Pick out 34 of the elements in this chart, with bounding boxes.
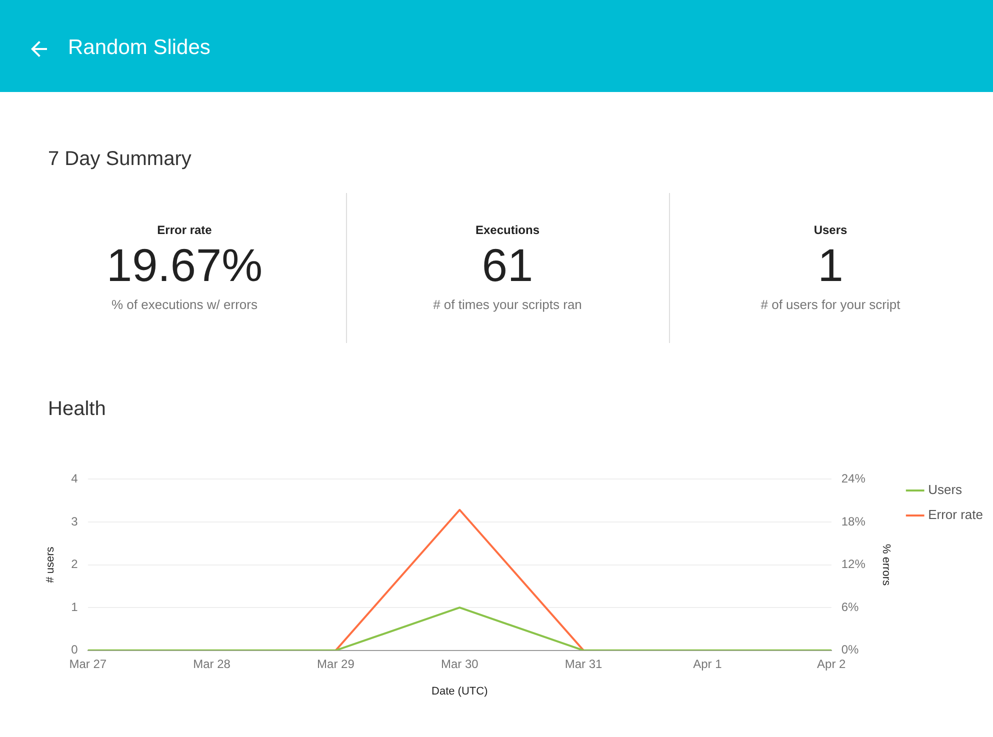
text: 1 xyxy=(816,239,844,291)
y2-tick-label: 18% xyxy=(841,514,866,528)
y2-tick-label: 0% xyxy=(841,642,860,657)
x-tick-label: Mar 30 xyxy=(440,656,479,671)
y-tick-label: 3 xyxy=(71,514,78,528)
x-tick-label: Mar 31 xyxy=(564,656,603,671)
y2-tick-label: 6% xyxy=(841,600,860,614)
category-label: Users xyxy=(812,223,848,237)
x-axis-title: Date (UTC) xyxy=(432,685,488,698)
y-tick-label: 0 xyxy=(71,642,78,657)
x-tick-label: Mar 29 xyxy=(317,656,355,671)
y-tick-label: 2 xyxy=(71,557,78,572)
text: Random Slides xyxy=(68,36,210,60)
text: 7 Day Summary xyxy=(48,148,192,171)
text: # of times your scripts ran xyxy=(432,297,583,312)
text: 61 xyxy=(480,239,534,291)
category-label: Executions xyxy=(474,223,541,237)
y-axis-title: # users xyxy=(44,546,57,583)
text: 19.67% xyxy=(105,239,264,291)
x-tick-label: Mar 27 xyxy=(69,656,107,671)
x-tick-label: Apr 2 xyxy=(817,656,846,671)
y2-tick-label: 12% xyxy=(841,557,866,572)
x-tick-label: Apr 1 xyxy=(693,656,722,671)
legend-label: Users xyxy=(928,482,963,498)
text: % of executions w/ errors xyxy=(110,297,258,312)
chart-title: Health xyxy=(48,398,106,421)
y-tick-label: 1 xyxy=(71,600,78,614)
x-tick-label: Mar 28 xyxy=(193,656,231,671)
y2-tick-label: 24% xyxy=(841,472,866,486)
y2-axis-title: % errors xyxy=(880,544,892,586)
text: # of users for your script xyxy=(760,297,902,312)
y-tick-label: 4 xyxy=(71,472,78,486)
legend-label: Error rate xyxy=(928,507,984,522)
category-label: Error rate xyxy=(156,223,213,237)
